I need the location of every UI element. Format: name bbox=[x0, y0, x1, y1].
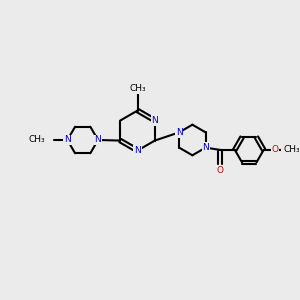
Text: CH₃: CH₃ bbox=[129, 84, 146, 93]
Text: N: N bbox=[176, 128, 182, 137]
Text: CH₃: CH₃ bbox=[283, 146, 300, 154]
Text: O: O bbox=[272, 146, 279, 154]
Text: N: N bbox=[64, 136, 71, 145]
Text: N: N bbox=[134, 146, 141, 155]
Text: N: N bbox=[94, 136, 101, 145]
Text: CH₃: CH₃ bbox=[28, 136, 45, 145]
Text: N: N bbox=[202, 143, 209, 152]
Text: O: O bbox=[217, 166, 224, 175]
Text: N: N bbox=[152, 116, 158, 125]
